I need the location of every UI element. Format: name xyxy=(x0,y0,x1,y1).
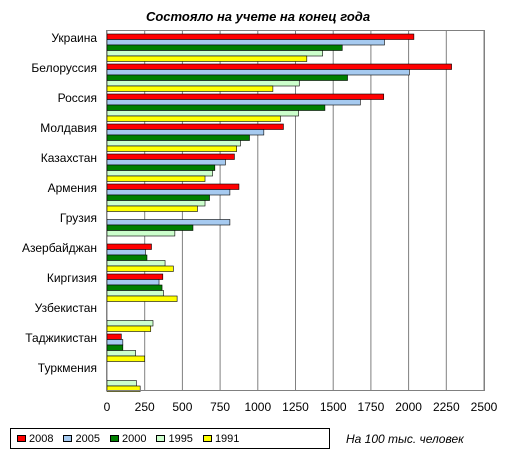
bar-2008 xyxy=(106,243,152,250)
bar-1991 xyxy=(106,175,206,182)
bar-2000 xyxy=(106,224,194,231)
chart-title: Состояло на учете на конец года xyxy=(146,9,370,24)
legend-swatch xyxy=(17,435,26,442)
plot-area-border xyxy=(106,30,485,391)
bar-2008 xyxy=(106,33,415,40)
bar-2000 xyxy=(106,44,343,51)
legend-label: 2005 xyxy=(75,432,100,445)
legend-item: 1991 xyxy=(202,432,240,445)
category-label: Азербайджан xyxy=(22,241,97,255)
category-label: Россия xyxy=(58,91,97,105)
bar-2000 xyxy=(106,104,326,111)
legend-label: 2008 xyxy=(29,432,54,445)
bar-1991 xyxy=(106,115,281,122)
category-label: Таджикистан xyxy=(25,331,97,345)
bar-1995 xyxy=(106,140,241,147)
bar-2005 xyxy=(106,69,410,76)
bar-1995 xyxy=(106,230,176,237)
bar-2005 xyxy=(106,339,124,346)
bar-2000 xyxy=(106,74,348,81)
bar-1995 xyxy=(106,350,136,357)
legend: 2008 2005 2000 1995 1991 xyxy=(10,428,330,449)
bar-1995 xyxy=(106,50,323,57)
x-tick-label: 2250 xyxy=(433,400,460,414)
x-tick-label: 0 xyxy=(104,400,111,414)
bar-2005 xyxy=(106,279,160,286)
bar-1991 xyxy=(106,145,237,152)
bar-2000 xyxy=(106,344,124,351)
bar-2008 xyxy=(106,273,164,280)
bar-2008 xyxy=(106,333,122,340)
bar-2008 xyxy=(106,183,240,190)
category-label: Казахстан xyxy=(41,151,97,165)
bar-2008 xyxy=(106,93,385,100)
legend-label: 1991 xyxy=(214,432,240,445)
category-label: Молдавия xyxy=(40,121,97,135)
bar-2005 xyxy=(106,219,231,226)
bar-1991 xyxy=(106,355,146,362)
x-tick-label: 1500 xyxy=(320,400,347,414)
bar-1991 xyxy=(106,325,152,332)
x-tick-label: 500 xyxy=(172,400,192,414)
bar-2000 xyxy=(106,164,216,171)
bar-2005 xyxy=(106,39,385,46)
legend-label: 2000 xyxy=(121,432,147,445)
legend-item: 2000 xyxy=(109,432,147,445)
legend-swatch xyxy=(109,435,119,442)
category-label: Грузия xyxy=(60,211,97,225)
bar-1995 xyxy=(106,290,164,297)
x-tick-label: 2000 xyxy=(395,400,422,414)
legend-item: 2005 xyxy=(63,432,100,445)
bar-1991 xyxy=(106,265,174,272)
legend-item: 1995 xyxy=(156,432,193,445)
bar-2000 xyxy=(106,134,250,141)
bar-2005 xyxy=(106,129,265,136)
bar-1995 xyxy=(106,320,154,327)
bar-2005 xyxy=(106,99,361,106)
category-label: Туркмения xyxy=(38,361,97,375)
bar-2008 xyxy=(106,123,284,130)
bar-2008 xyxy=(106,63,452,70)
category-label: Белоруссия xyxy=(31,61,97,75)
bar-1991 xyxy=(106,55,308,62)
x-tick-label: 1250 xyxy=(282,400,309,414)
bar-1995 xyxy=(106,80,300,87)
x-tick-label: 250 xyxy=(135,400,155,414)
category-label: Узбекистан xyxy=(35,301,97,315)
category-label: Киргизия xyxy=(47,271,97,285)
legend-swatch xyxy=(63,435,73,442)
bar-2000 xyxy=(106,194,210,201)
category-label: Украина xyxy=(51,31,97,45)
bar-1995 xyxy=(106,260,166,267)
bars xyxy=(106,33,452,392)
x-tick-label: 750 xyxy=(210,400,230,414)
x-tick-label: 1750 xyxy=(358,400,385,414)
x-tick-label: 2500 xyxy=(471,400,498,414)
legend-item: 2008 xyxy=(17,433,53,445)
legend-swatch xyxy=(202,435,212,442)
bar-2005 xyxy=(106,189,231,196)
bar-1991 xyxy=(106,205,198,212)
bar-2008 xyxy=(106,153,235,160)
bar-1995 xyxy=(106,170,213,177)
bar-2005 xyxy=(106,249,146,256)
bar-1991 xyxy=(106,85,274,92)
x-tick-label: 1000 xyxy=(244,400,271,414)
category-labels: Украина Белоруссия Россия Молдавия Казахстан… xyxy=(22,31,97,375)
bar-1995 xyxy=(106,110,299,117)
x-tick-labels: 0 250 500 750 1000 1250 1500 1750 2000 2250 2500 xyxy=(104,400,498,414)
bar-2000 xyxy=(106,284,163,291)
bar-1995 xyxy=(106,380,137,387)
legend-label: 1995 xyxy=(168,432,193,445)
unit-note: На 100 тыс. человек xyxy=(346,432,464,446)
bar-1995 xyxy=(106,200,206,207)
bar-2005 xyxy=(106,159,226,166)
bar-1991 xyxy=(106,295,178,302)
legend-swatch xyxy=(156,435,166,442)
category-label: Армения xyxy=(48,181,97,195)
bar-2000 xyxy=(106,254,148,261)
